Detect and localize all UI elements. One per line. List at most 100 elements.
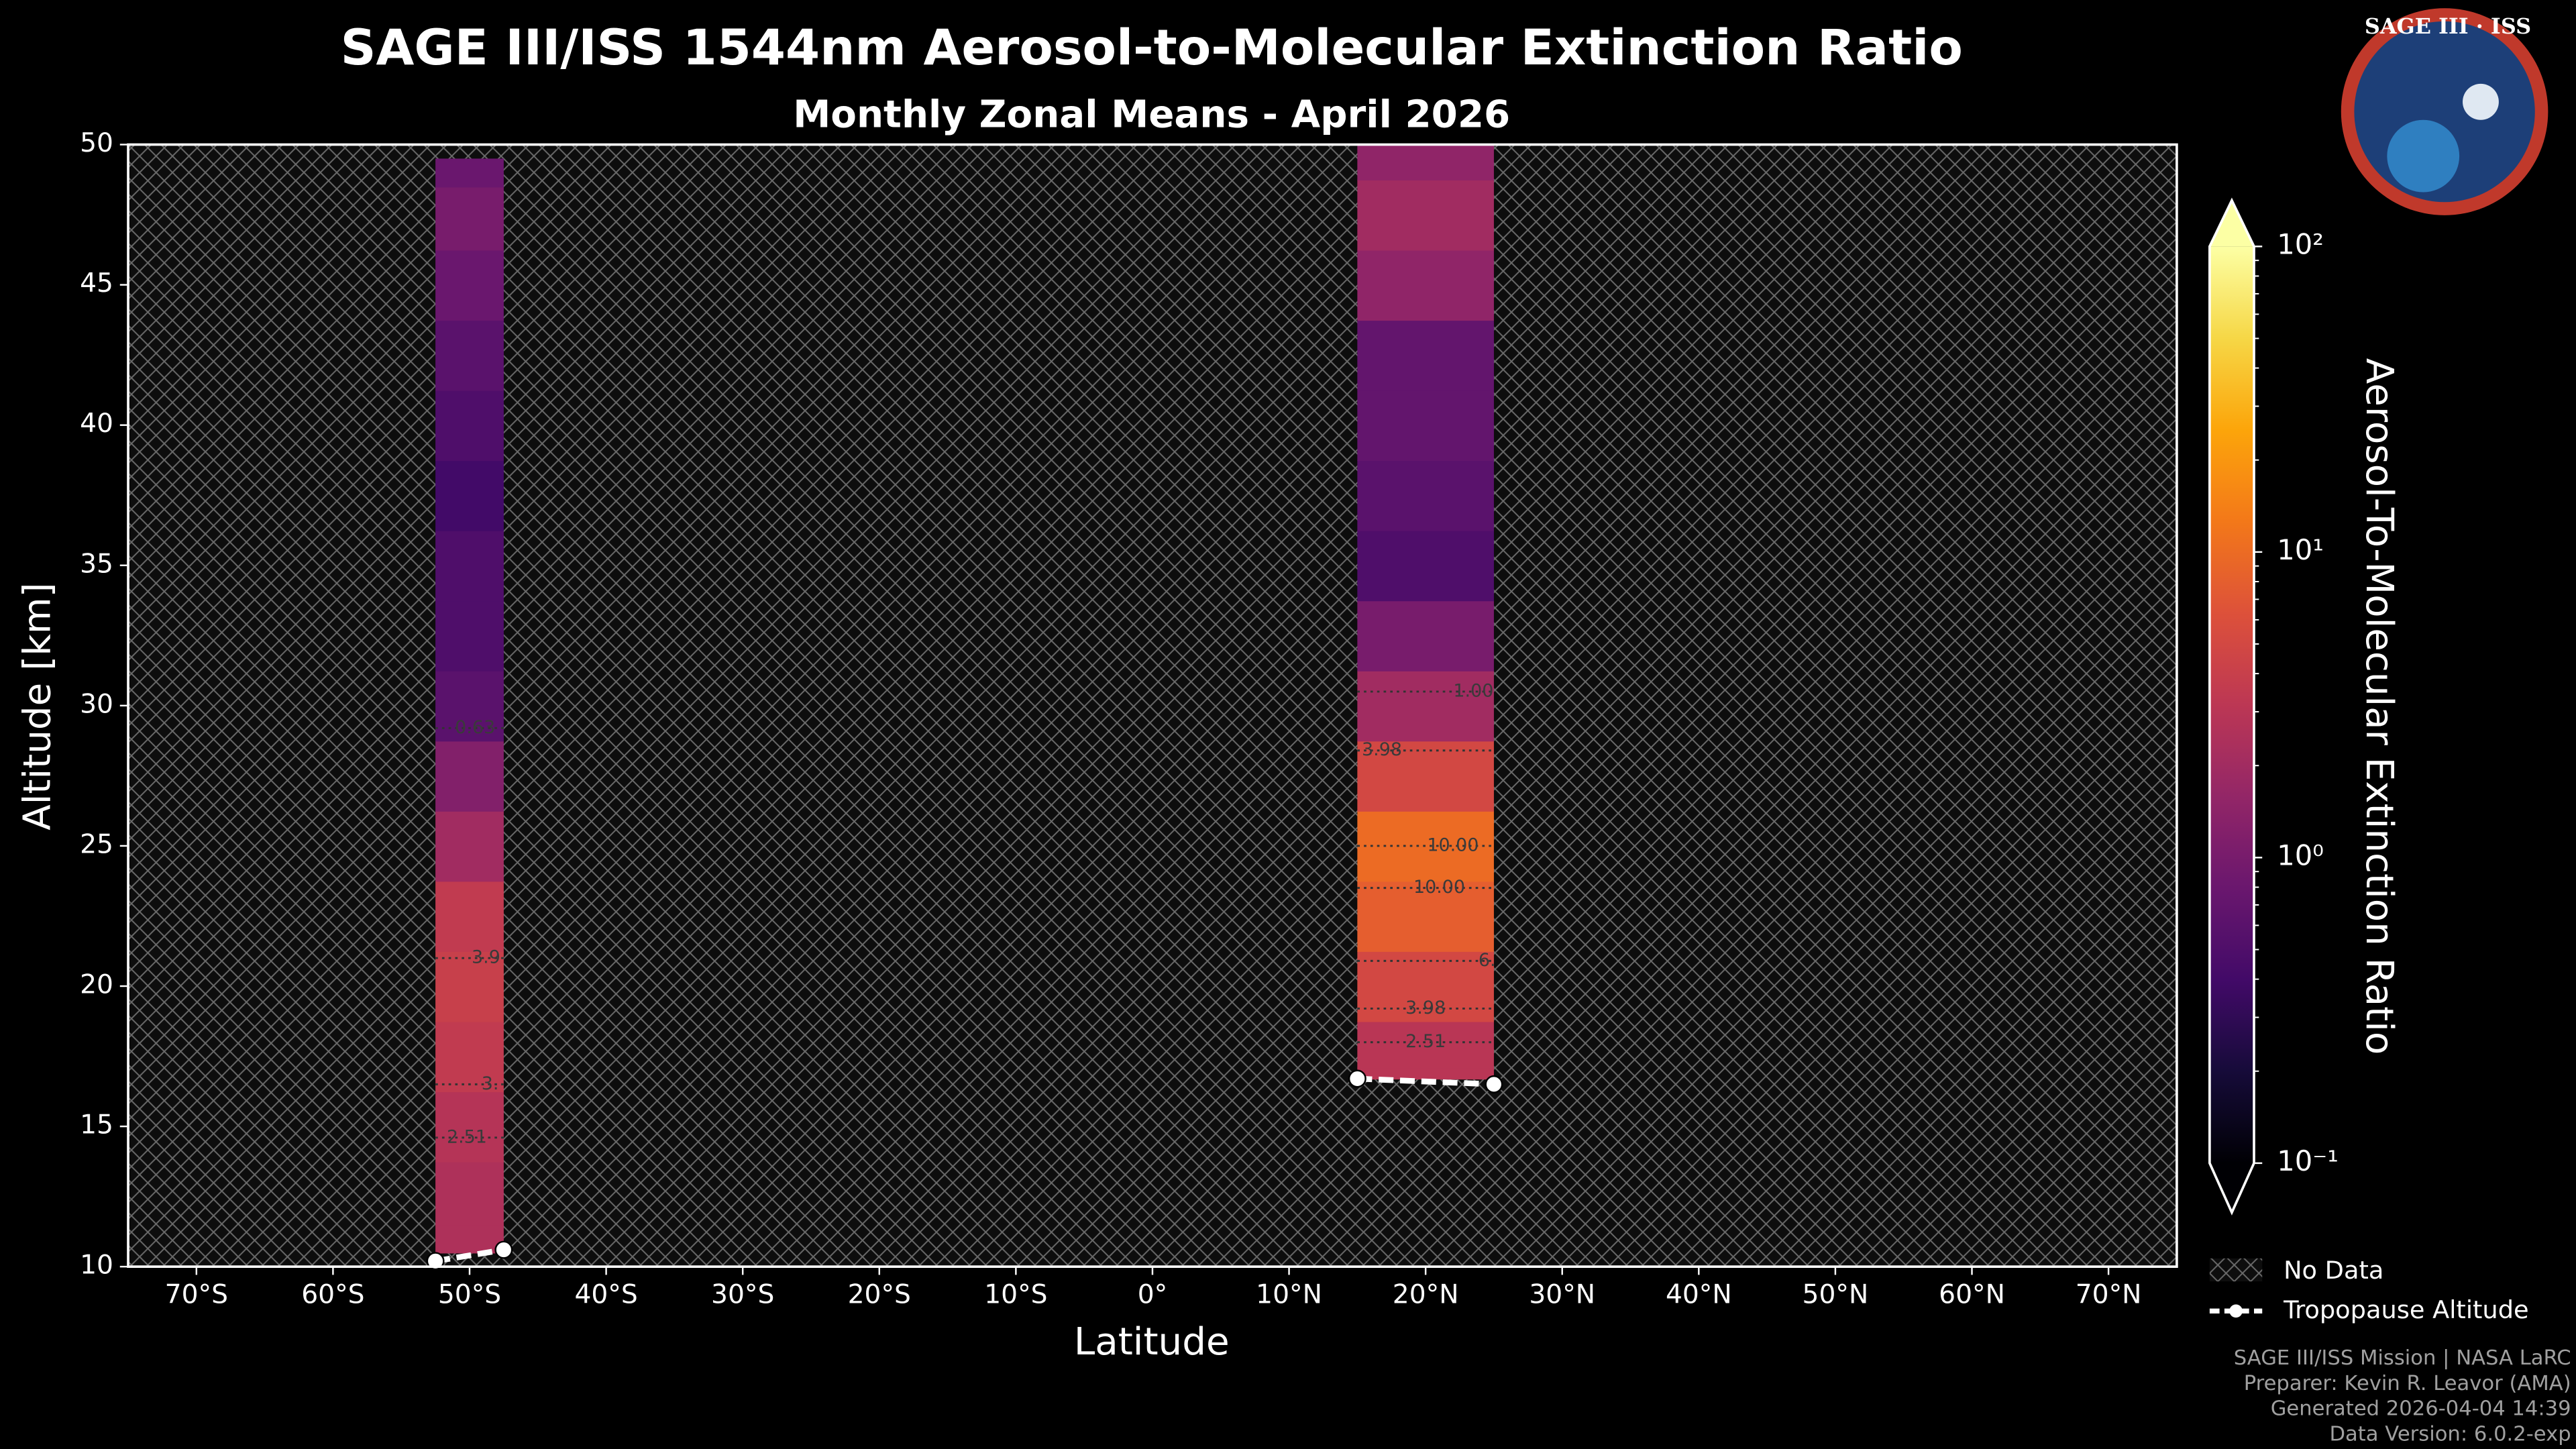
tropopause-point: [426, 1252, 445, 1271]
chart-subtitle: Monthly Zonal Means - April 2026: [793, 93, 1510, 137]
footer-line: SAGE III/ISS Mission | NASA LaRC: [2234, 1346, 2571, 1370]
heat-cell: [1357, 600, 1494, 672]
tropopause-point: [1485, 1075, 1503, 1093]
logo-earth: [2387, 119, 2460, 193]
colorbar-tick-label: 10¹: [2277, 533, 2324, 566]
heat-cell: [435, 881, 504, 952]
x-axis-label: Latitude: [1074, 1320, 1230, 1364]
heat-cell: [435, 158, 504, 188]
heat-cell: [1357, 460, 1494, 531]
heat-cell: [435, 250, 504, 321]
contour-label: 10.00: [1413, 877, 1465, 898]
x-tick-label: 10°N: [1256, 1280, 1322, 1310]
x-tick-label: 10°S: [984, 1280, 1047, 1310]
y-tick-label: 20: [80, 970, 113, 1000]
legend: No Data Tropopause Altitude: [2209, 1256, 2529, 1324]
colorbar-gradient: [2209, 246, 2254, 1163]
contour-label: 3.: [482, 1073, 499, 1094]
colorbar-tick-label: 10²: [2277, 227, 2324, 260]
heat-cell: [1357, 530, 1494, 602]
heat-cell: [1357, 390, 1494, 462]
heat-cell: [1357, 670, 1494, 742]
heat-cell: [1357, 179, 1494, 251]
colorbar-extend-max: [2209, 200, 2254, 247]
tropopause-point: [1348, 1069, 1366, 1088]
heat-cell: [1357, 951, 1494, 1022]
heat-cell: [435, 1091, 504, 1163]
legend-swatch-no-data: [2209, 1258, 2263, 1282]
contour-label: 6.: [1479, 950, 1496, 971]
colorbar-extend-min: [2209, 1163, 2254, 1213]
legend-label: No Data: [2284, 1256, 2383, 1285]
heat-cell: [435, 319, 504, 391]
heat-cell: [435, 390, 504, 462]
x-tick-label: 50°S: [438, 1280, 501, 1310]
colorbar-tick-label: 10⁻¹: [2277, 1144, 2339, 1177]
heat-cell: [435, 460, 504, 531]
heat-cell: [1357, 1067, 1494, 1080]
tropopause-point: [494, 1240, 513, 1259]
y-tick-label: 50: [80, 128, 113, 158]
y-tick-label: 25: [80, 829, 113, 859]
contour-label: 2.51: [1405, 1031, 1446, 1052]
x-tick-label: 30°S: [711, 1280, 774, 1310]
contour-label: 3.98: [1362, 739, 1402, 760]
heat-cell: [1357, 250, 1494, 321]
legend-label: Tropopause Altitude: [2283, 1295, 2529, 1324]
y-tick-label: 40: [80, 409, 113, 439]
y-tick-label: 30: [80, 689, 113, 719]
contour-label: 3.98: [1405, 998, 1446, 1018]
logo-moon: [2463, 83, 2499, 120]
colorbar: 10⁻¹ 10⁰ 10¹ 10²: [2208, 197, 2339, 1216]
y-tick-label: 15: [80, 1110, 113, 1140]
colorbar-label: Aerosol-To-Molecular Extinction Ratio: [2357, 358, 2401, 1055]
y-axis-label: Altitude [km]: [15, 582, 59, 830]
x-tick-label: 40°N: [1666, 1280, 1732, 1310]
heat-cell: [1357, 1021, 1494, 1069]
y-tick-label: 35: [80, 549, 113, 579]
contour-label: 10.00: [1427, 835, 1479, 855]
heat-cell: [1357, 881, 1494, 952]
footer-line: Generated 2026-04-04 14:39: [2271, 1397, 2571, 1421]
x-tick-label: 20°S: [848, 1280, 911, 1310]
tropopause-line: [435, 1246, 504, 1265]
contour-label: 0.63: [455, 717, 495, 738]
heat-cell: [435, 1021, 504, 1093]
heat-cell: [435, 741, 504, 812]
heat-cell: [435, 1161, 504, 1226]
x-tick-label: 30°N: [1529, 1280, 1595, 1310]
heat-cell: [435, 670, 504, 742]
x-tick-label: 70°N: [2076, 1280, 2142, 1310]
contour-label: 3.9: [472, 947, 500, 968]
footer-line: Data Version: 6.0.2-exp: [2329, 1423, 2571, 1446]
logo-text: SAGE III · ISS: [2365, 13, 2531, 39]
x-tick-label: 40°S: [574, 1280, 637, 1310]
x-tick-label: 50°N: [1803, 1280, 1869, 1310]
contour-label: 2.51: [447, 1126, 487, 1147]
y-tick-label: 10: [80, 1250, 113, 1281]
x-tick-label: 0°: [1138, 1280, 1168, 1310]
heat-cell: [435, 600, 504, 672]
x-tick-label: 70°S: [165, 1280, 228, 1310]
heat-cell: [435, 810, 504, 882]
legend-marker: [2229, 1304, 2243, 1318]
x-tick-label: 60°N: [1939, 1280, 2005, 1310]
heat-cell: [1357, 319, 1494, 391]
colorbar-tick-label: 10⁰: [2277, 839, 2324, 871]
x-tick-label: 20°N: [1393, 1280, 1459, 1310]
heat-cell: [435, 530, 504, 602]
heat-cell: [435, 951, 504, 1022]
chart-title: SAGE III/ISS 1544nm Aerosol-to-Molecular…: [341, 19, 1963, 76]
footer-line: Preparer: Kevin R. Leavor (AMA): [2244, 1372, 2571, 1395]
logo: SAGE III · ISS: [2341, 8, 2548, 215]
contour-label: 1.00: [1453, 680, 1493, 701]
heat-cell: [1357, 741, 1494, 812]
plot-area: 0.63 3.9 3. 2.51 1.00 3.98 10.00 10.00 6. 3.98 2.5…: [426, 144, 1503, 1271]
y-tick-label: 45: [80, 268, 113, 299]
tropopause-line: [1357, 1075, 1495, 1087]
x-tick-label: 60°S: [301, 1280, 364, 1310]
footer: SAGE III/ISS Mission | NASA LaRCPreparer…: [2234, 1346, 2571, 1446]
heat-cell: [1357, 144, 1494, 181]
